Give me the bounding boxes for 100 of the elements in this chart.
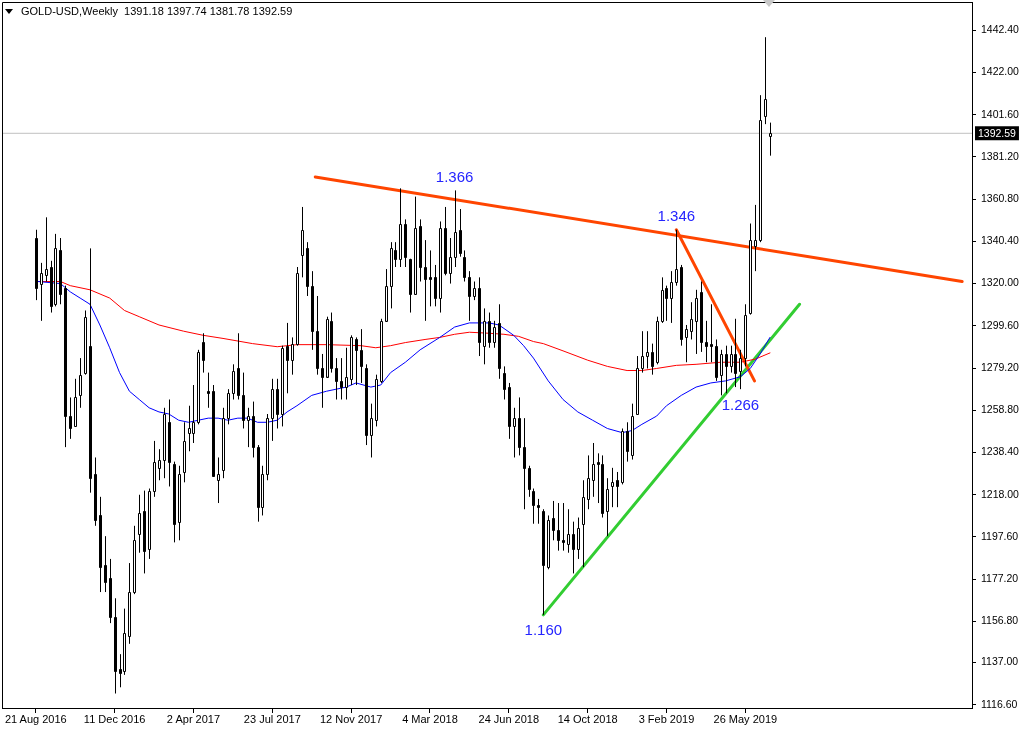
x-tick-label: 12 Nov 2017 bbox=[319, 712, 383, 725]
candlestick bbox=[158, 448, 161, 481]
candlestick bbox=[537, 498, 540, 525]
candlestick bbox=[616, 471, 619, 508]
candlestick bbox=[577, 517, 580, 560]
candlestick bbox=[542, 508, 545, 616]
x-tick-label: 4 Mar 2018 bbox=[402, 712, 458, 725]
y-tick-label: 1360.80 bbox=[981, 191, 1020, 204]
candlestick bbox=[454, 189, 457, 268]
y-tick-label: 1442.40 bbox=[981, 23, 1020, 36]
candlestick bbox=[592, 442, 595, 498]
candlestick bbox=[473, 281, 476, 301]
candlestick bbox=[138, 494, 141, 554]
candlestick bbox=[769, 122, 772, 157]
candlestick bbox=[163, 407, 166, 479]
candlestick bbox=[582, 479, 585, 568]
candlestick bbox=[636, 355, 639, 415]
annotation: 1.366 bbox=[435, 168, 474, 186]
candlestick bbox=[74, 378, 77, 427]
candlestick bbox=[621, 428, 624, 485]
candlestick bbox=[641, 330, 644, 374]
candlestick bbox=[439, 220, 442, 314]
candlestick bbox=[764, 36, 767, 125]
x-tick-label: 3 Feb 2019 bbox=[638, 712, 695, 725]
candlestick bbox=[754, 204, 757, 272]
x-tick-label: 11 Dec 2016 bbox=[83, 712, 146, 725]
candlestick bbox=[478, 276, 481, 357]
candlestick bbox=[749, 223, 752, 316]
candlestick bbox=[202, 332, 205, 374]
candlestick bbox=[587, 454, 590, 510]
candlestick bbox=[557, 502, 560, 552]
candlestick bbox=[286, 322, 289, 394]
candlestick bbox=[463, 249, 466, 282]
candlestick bbox=[528, 465, 531, 498]
candlestick bbox=[656, 316, 659, 365]
candlestick bbox=[675, 229, 678, 287]
candlestick bbox=[360, 328, 363, 384]
candlestick bbox=[646, 330, 649, 369]
candlestick bbox=[79, 357, 82, 409]
x-tick-label: 2 Apr 2017 bbox=[166, 712, 221, 725]
candlestick bbox=[178, 465, 181, 541]
y-tick-label: 1218.00 bbox=[981, 487, 1020, 500]
candlestick bbox=[345, 347, 348, 401]
candlestick bbox=[84, 309, 87, 376]
candlestick bbox=[365, 363, 368, 446]
candlestick bbox=[183, 421, 186, 483]
candlestick bbox=[404, 218, 407, 268]
candlestick bbox=[459, 208, 462, 258]
candlestick bbox=[207, 372, 210, 409]
candlestick bbox=[59, 237, 62, 305]
candlestick bbox=[498, 303, 501, 380]
candlestick bbox=[227, 388, 230, 425]
candlestick bbox=[532, 488, 535, 525]
y-tick-label: 1156.80 bbox=[981, 614, 1019, 627]
candlestick bbox=[114, 597, 117, 695]
candlestick bbox=[296, 266, 299, 347]
chart-title: GOLD-USD,Weekly 1391.18 1397.74 1381.78 1392.59 bbox=[21, 5, 293, 18]
candlestick bbox=[94, 456, 97, 527]
candlestick bbox=[35, 229, 38, 301]
y-tick-label: 1258.80 bbox=[981, 403, 1020, 416]
y-tick-label: 1320.00 bbox=[981, 276, 1020, 289]
candlestick bbox=[301, 206, 304, 278]
candlestick bbox=[449, 237, 452, 285]
candlestick bbox=[340, 357, 343, 401]
candlestick bbox=[399, 187, 402, 268]
candlestick bbox=[99, 496, 102, 593]
candlestick bbox=[232, 363, 235, 401]
candlestick bbox=[601, 454, 604, 519]
candlestick bbox=[109, 558, 112, 624]
candlestick bbox=[513, 407, 516, 458]
candlestick bbox=[316, 295, 319, 376]
candlestick bbox=[720, 349, 723, 396]
candlestick bbox=[715, 338, 718, 382]
candlestick bbox=[468, 270, 471, 322]
candlestick bbox=[680, 264, 683, 347]
y-tick-label: 1238.40 bbox=[981, 445, 1020, 458]
candlestick bbox=[734, 318, 737, 388]
candlestick bbox=[173, 461, 176, 543]
candlestick bbox=[631, 403, 634, 461]
candlestick bbox=[89, 247, 92, 494]
y-tick-label: 1401.60 bbox=[981, 107, 1020, 120]
annotation: 1.160 bbox=[524, 621, 563, 639]
candlestick bbox=[168, 399, 171, 487]
candlestick bbox=[547, 514, 550, 570]
candlestick bbox=[390, 241, 393, 309]
candlestick bbox=[252, 401, 255, 458]
candlestick bbox=[133, 525, 136, 595]
candlestick bbox=[153, 440, 156, 498]
candlestick bbox=[739, 349, 742, 390]
candlestick bbox=[661, 276, 664, 324]
candlestick bbox=[483, 307, 486, 365]
candlestick bbox=[685, 324, 688, 363]
candlestick bbox=[414, 196, 417, 295]
candlestick bbox=[370, 403, 373, 458]
candlestick bbox=[271, 378, 274, 442]
candlestick bbox=[64, 285, 67, 448]
candlestick bbox=[409, 258, 412, 314]
candlestick bbox=[247, 407, 250, 448]
candlestick bbox=[242, 372, 245, 429]
candlestick bbox=[444, 206, 447, 276]
